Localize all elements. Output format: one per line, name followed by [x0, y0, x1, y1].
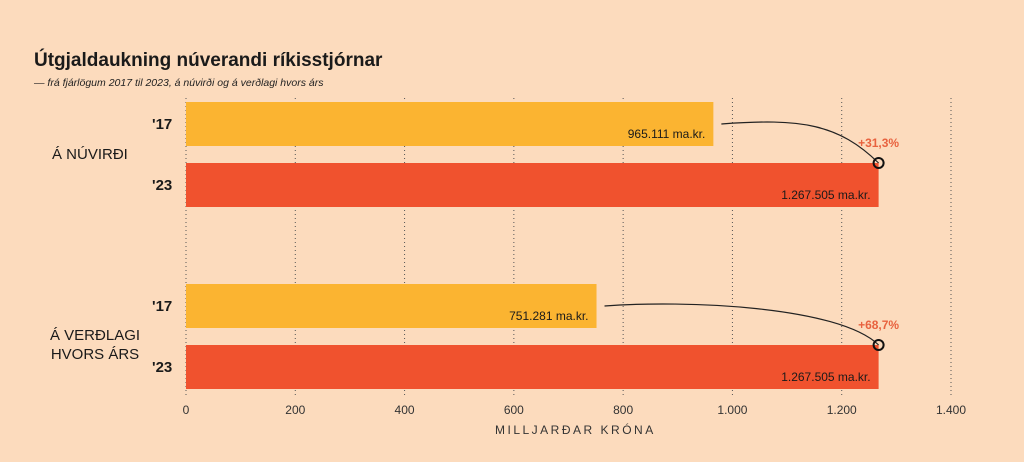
x-tick-label: 1.200 — [826, 403, 857, 417]
bar-value-label: 751.281 ma.kr. — [509, 309, 588, 323]
connector-line — [721, 121, 880, 164]
bar-value-label: 1.267.505 ma.kr. — [781, 188, 870, 202]
x-tick-label: 600 — [503, 403, 524, 417]
bar-value-label: 1.267.505 ma.kr. — [781, 370, 870, 384]
x-tick-label: 200 — [285, 403, 306, 417]
x-tick-label: 1.000 — [717, 403, 748, 417]
change-marker — [872, 157, 885, 169]
year-label: '23 — [152, 359, 173, 376]
connector-line — [604, 303, 880, 346]
group-label-nuvirdi: Á NÚVIRÐI — [52, 146, 128, 163]
change-marker — [872, 339, 885, 351]
x-tick-label: 400 — [394, 403, 415, 417]
group-label-line: Á VERÐLAGI — [50, 327, 141, 344]
x-tick-label: 800 — [613, 403, 634, 417]
year-label: '23 — [152, 177, 173, 194]
bar — [186, 163, 879, 207]
bar — [186, 284, 597, 328]
chart-title: Útgjaldaukning núverandi ríkisstjórnar — [34, 50, 383, 71]
chart-subtitle: — frá fjárlögum 2017 til 2023, á núvirði… — [34, 77, 324, 89]
group-label-line: HVORS ÁRS — [50, 346, 140, 363]
year-label: '17 — [152, 298, 173, 315]
x-tick-label: 0 — [182, 403, 190, 417]
year-label: '17 — [152, 116, 173, 133]
group-label-verdlagi: Á VERÐLAGI HVORS ÁRS — [50, 326, 140, 364]
change-label: +31,3% — [858, 136, 899, 150]
bar — [186, 102, 714, 146]
bar — [186, 345, 879, 389]
x-tick-label: 1.400 — [935, 403, 967, 417]
x-axis-label: MILLJARÐAR KRÓNA — [495, 423, 656, 437]
change-label: +68,7% — [858, 318, 899, 332]
bar-value-label: 965.111 ma.kr. — [628, 127, 706, 141]
